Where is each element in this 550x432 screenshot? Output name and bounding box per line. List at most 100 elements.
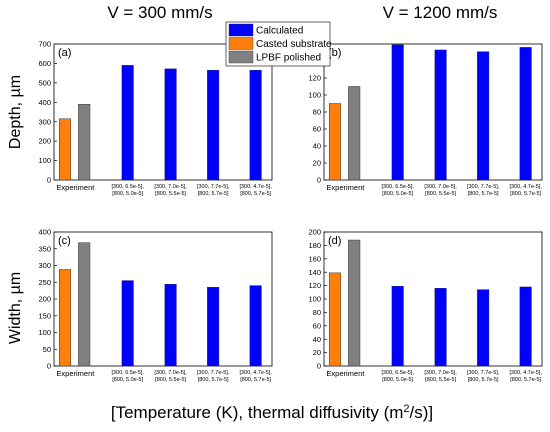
y-tick-label: 700 bbox=[38, 40, 51, 49]
y-tick-label: 160 bbox=[308, 254, 321, 263]
y-tick-label: 50 bbox=[43, 345, 51, 354]
y-tick-label: 120 bbox=[308, 281, 321, 290]
category-label: [300, 7.0e-5], [800, 5.5e-5] bbox=[154, 184, 187, 197]
bar-calculated bbox=[391, 44, 404, 181]
category-label: [300, 7.0e-5], [800, 5.5e-5] bbox=[424, 370, 457, 383]
category-label-line: [800, 5.0e-5] bbox=[382, 377, 413, 383]
column-title-left: V = 300 mm/s bbox=[107, 3, 212, 22]
y-tick-label: 20 bbox=[313, 348, 321, 357]
category-label: [300, 6.5e-5], [800, 5.0e-5] bbox=[381, 184, 414, 197]
bar-calculated bbox=[434, 49, 447, 181]
y-tick-label: 400 bbox=[38, 98, 51, 107]
category-label-experiment: Experiment bbox=[326, 183, 365, 192]
y-tick-label: 60 bbox=[313, 125, 321, 134]
y-tick-label: 250 bbox=[38, 278, 51, 287]
legend-swatch bbox=[228, 50, 254, 64]
category-label-line: [300, 7.0e-5], bbox=[424, 184, 457, 190]
category-label-line: [800, 5.0e-5] bbox=[112, 191, 143, 197]
bar-calculated bbox=[249, 285, 262, 367]
category-label: [300, 4.7e-5], [800, 5.7e-5] bbox=[239, 184, 272, 197]
bar-calculated bbox=[434, 288, 447, 367]
bar-calculated bbox=[391, 286, 404, 367]
category-label-experiment: Experiment bbox=[56, 369, 95, 378]
y-tick-label: 500 bbox=[38, 78, 51, 87]
panel-c: 0 50 100 150 200 250 300 350 400 (c) Experiment [30… bbox=[38, 228, 273, 383]
y-tick-label: 140 bbox=[308, 268, 321, 277]
bar-calculated bbox=[164, 284, 177, 367]
y-tick-label: 600 bbox=[38, 59, 51, 68]
bar-experiment bbox=[58, 269, 72, 367]
category-label-line: [300, 4.7e-5], bbox=[509, 370, 542, 376]
y-tick-label: 200 bbox=[308, 228, 321, 237]
bar-calculated bbox=[477, 51, 490, 181]
category-label-line: [300, 4.7e-5], bbox=[509, 184, 542, 190]
category-label: [300, 4.7e-5], [800, 5.7e-5] bbox=[239, 370, 272, 383]
y-tick-label: 80 bbox=[313, 108, 321, 117]
bar-experiment bbox=[328, 103, 342, 181]
category-label-line: [800, 5.5e-5] bbox=[155, 377, 186, 383]
category-label: [300, 6.5e-5], [800, 5.0e-5] bbox=[111, 370, 144, 383]
category-label-line: [800, 5.5e-5] bbox=[155, 191, 186, 197]
bar-experiment bbox=[58, 118, 72, 181]
category-label-line: [800, 5.7e-5] bbox=[198, 377, 229, 383]
column-title-right: V = 1200 mm/s bbox=[383, 3, 498, 22]
y-tick-label: 100 bbox=[38, 328, 51, 337]
y-tick-label: 200 bbox=[38, 295, 51, 304]
panel-label: (a) bbox=[58, 47, 71, 59]
y-tick-label: 400 bbox=[38, 228, 51, 237]
bar-calculated bbox=[121, 280, 134, 367]
legend-swatch bbox=[228, 37, 254, 50]
bar-calculated bbox=[164, 68, 177, 181]
plot-frame bbox=[53, 43, 273, 181]
y-tick-label: 0 bbox=[47, 176, 51, 185]
category-label: [300, 7.7e-5], [800, 5.7e-5] bbox=[467, 184, 500, 197]
category-label-line: [800, 5.7e-5] bbox=[468, 191, 499, 197]
category-label-line: [300, 7.7e-5], bbox=[197, 184, 230, 190]
bar-experiment bbox=[348, 86, 361, 181]
y-axis-label-width: Width, µm bbox=[7, 272, 24, 344]
bar-experiment bbox=[328, 272, 342, 367]
category-label-line: [800, 5.7e-5] bbox=[240, 191, 271, 197]
x-axis-label-superscript: 2 bbox=[403, 403, 409, 415]
bar-calculated bbox=[519, 47, 532, 181]
y-tick-label: 20 bbox=[313, 159, 321, 168]
y-tick-label: 150 bbox=[38, 311, 51, 320]
y-tick-label: 60 bbox=[313, 321, 321, 330]
category-label-line: [300, 4.7e-5], bbox=[239, 184, 272, 190]
bar-calculated bbox=[207, 287, 220, 367]
category-label: [300, 4.7e-5], [800, 5.7e-5] bbox=[509, 370, 542, 383]
x-axis-label-main: [Temperature (K), thermal diffusivity (m bbox=[111, 403, 404, 422]
category-label-experiment: Experiment bbox=[326, 369, 365, 378]
category-label-line: [300, 7.7e-5], bbox=[197, 370, 230, 376]
y-tick-label: 300 bbox=[38, 261, 51, 270]
bar-calculated bbox=[249, 70, 262, 181]
bar-calculated bbox=[121, 65, 134, 181]
legend-label: Casted substrate bbox=[256, 39, 332, 50]
panel-b: 020406080100120140160(b)Experiment[300, … bbox=[308, 40, 543, 197]
category-label-line: [300, 4.7e-5], bbox=[239, 370, 272, 376]
category-label-line: [300, 7.0e-5], bbox=[424, 370, 457, 376]
category-label-line: [800, 5.7e-5] bbox=[510, 377, 541, 383]
y-tick-label: 200 bbox=[38, 137, 51, 146]
y-tick-label: 120 bbox=[308, 74, 321, 83]
legend-label: Calculated bbox=[256, 26, 303, 37]
y-tick-label: 0 bbox=[317, 362, 321, 371]
y-tick-label: 80 bbox=[313, 308, 321, 317]
y-axis-label-depth: Depth, µm bbox=[7, 75, 24, 149]
category-label-line: [300, 6.5e-5], bbox=[381, 370, 414, 376]
category-label: [300, 7.7e-5], [800, 5.7e-5] bbox=[467, 370, 500, 383]
bar-experiment bbox=[78, 103, 91, 181]
category-label-line: [800, 5.7e-5] bbox=[468, 377, 499, 383]
y-tick-label: 350 bbox=[38, 244, 51, 253]
y-tick-label: 300 bbox=[38, 117, 51, 126]
x-axis-label: [Temperature (K), thermal diffusivity (m… bbox=[111, 403, 433, 422]
category-label-line: [800, 5.5e-5] bbox=[425, 377, 456, 383]
bar-calculated bbox=[519, 286, 532, 367]
category-label-line: [800, 5.0e-5] bbox=[382, 191, 413, 197]
bar-experiment bbox=[78, 242, 91, 367]
bar-calculated bbox=[207, 70, 220, 181]
category-label-line: [800, 5.0e-5] bbox=[112, 377, 143, 383]
category-label-line: [300, 7.0e-5], bbox=[154, 370, 187, 376]
y-tick-label: 100 bbox=[38, 156, 51, 165]
legend: Calculated Casted substrate LPBF polished bbox=[225, 21, 332, 67]
